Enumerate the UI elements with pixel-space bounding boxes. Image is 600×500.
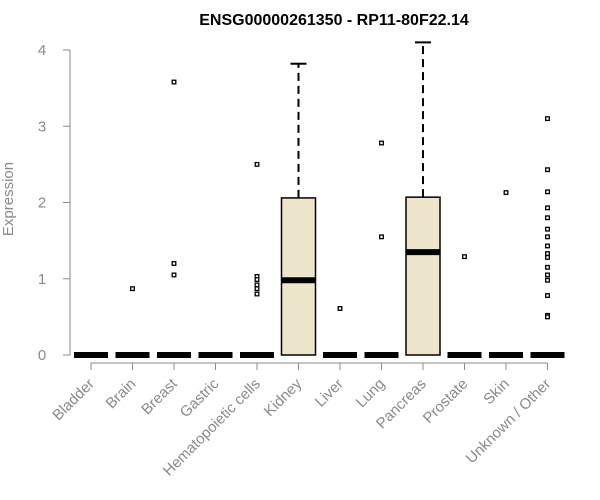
- outlier-point: [171, 272, 177, 278]
- box-breast: [157, 79, 191, 358]
- outlier-point: [254, 282, 260, 288]
- outlier-point: [545, 272, 550, 278]
- box-prostate: [447, 254, 482, 358]
- x-category-label: Skin: [480, 375, 513, 408]
- outlier-point: [254, 161, 260, 167]
- box-kidney: [280, 62, 317, 356]
- box-rect: [280, 197, 317, 356]
- y-tick-label: 4: [38, 42, 46, 59]
- outlier-point: [130, 286, 135, 292]
- outlier-point: [379, 140, 384, 146]
- outlier-point: [545, 205, 550, 211]
- outlier-point: [337, 306, 343, 311]
- x-category-label: Brain: [103, 375, 140, 412]
- outlier-point: [254, 291, 260, 297]
- box-hematopoietic-cells: [240, 161, 274, 358]
- box-skin: [489, 190, 523, 358]
- outlier-point: [545, 116, 550, 122]
- box-liver: [323, 306, 357, 358]
- x-category-label: Prostate: [420, 375, 472, 427]
- outlier-point: [545, 226, 550, 232]
- chart-title: ENSG00000261350 - RP11-80F22.14: [199, 12, 469, 29]
- x-category-label: Bladder: [49, 375, 98, 424]
- outlier-point: [545, 215, 550, 221]
- box-brain: [115, 286, 150, 358]
- outlier-point: [171, 79, 177, 85]
- x-category-label: Liver: [312, 375, 347, 410]
- outlier-point: [254, 286, 260, 292]
- outlier-point: [545, 167, 550, 173]
- y-tick-label: 2: [38, 195, 46, 212]
- outlier-point: [503, 190, 509, 196]
- outlier-point: [545, 251, 550, 257]
- box-pancreas: [405, 41, 441, 356]
- outlier-point: [254, 277, 260, 282]
- outlier-point: [545, 293, 550, 298]
- outlier-point: [545, 189, 550, 195]
- box-lung: [364, 140, 399, 358]
- outlier-point: [545, 264, 550, 270]
- outlier-point: [545, 243, 550, 249]
- outlier-point: [545, 314, 550, 320]
- y-tick-label: 3: [38, 118, 46, 135]
- plot-area: [74, 41, 565, 358]
- outlier-point: [545, 277, 550, 283]
- x-category-label: Breast: [138, 375, 181, 418]
- outlier-point: [462, 254, 467, 260]
- box-rect: [405, 196, 441, 356]
- y-tick-label: 0: [38, 347, 46, 364]
- outlier-point: [379, 234, 384, 240]
- x-category-label: Lung: [353, 375, 389, 411]
- outlier-point: [545, 254, 550, 260]
- y-axis-label: Expression: [0, 162, 17, 236]
- outlier-point: [171, 261, 177, 266]
- box-unknown-other: [530, 116, 565, 358]
- y-tick-label: 1: [38, 271, 46, 288]
- y-axis: 0 1 2 3 4: [38, 42, 71, 364]
- x-category-label: Kidney: [261, 375, 306, 420]
- outlier-point: [545, 234, 550, 240]
